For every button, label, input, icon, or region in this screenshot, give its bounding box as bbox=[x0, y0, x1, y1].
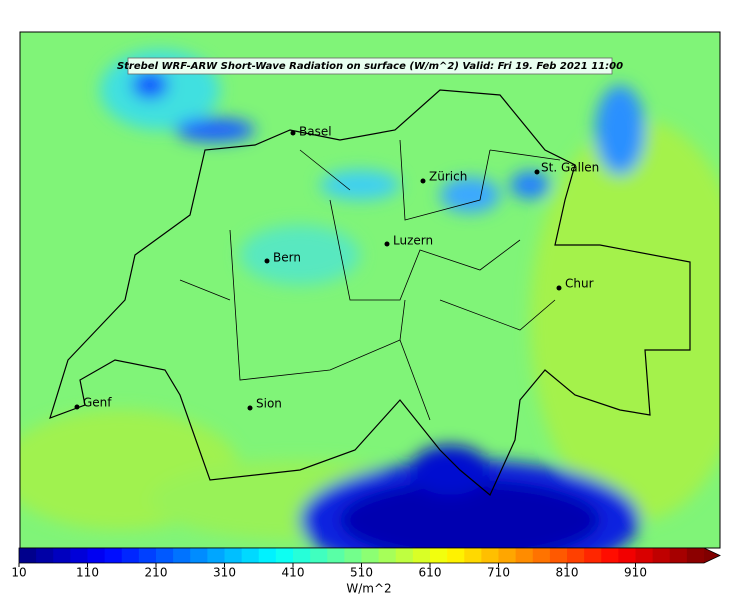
colorbar-segment bbox=[104, 548, 123, 563]
colorbar-segment bbox=[241, 548, 260, 563]
colorbar-label: W/m^2 bbox=[346, 582, 391, 596]
city-dot bbox=[264, 258, 270, 264]
colorbar-segment bbox=[549, 548, 568, 563]
colorbar-segment bbox=[156, 548, 174, 563]
colorbar-segment bbox=[327, 548, 345, 563]
colorbar-segment bbox=[447, 548, 465, 563]
colorbar-segment bbox=[70, 548, 88, 563]
colorbar-tick-label: 410 bbox=[282, 566, 305, 580]
colorbar-segment bbox=[652, 548, 671, 563]
colorbar-tick-label: 210 bbox=[145, 566, 168, 580]
colorbar-tick-label: 710 bbox=[487, 566, 510, 580]
colorbar-tick-label: 910 bbox=[624, 566, 647, 580]
colorbar-tick-label: 510 bbox=[350, 566, 373, 580]
city-dot bbox=[384, 241, 390, 247]
city-dot bbox=[420, 178, 426, 184]
city-label: Basel bbox=[299, 125, 332, 139]
colorbar-segment bbox=[138, 548, 157, 563]
colorbar-segment bbox=[53, 548, 71, 563]
colorbar-segment bbox=[686, 548, 705, 563]
colorbar-tick-label: 610 bbox=[419, 566, 442, 580]
colorbar-segment bbox=[669, 548, 688, 563]
colorbar-segment bbox=[567, 548, 585, 563]
colorbar-segment bbox=[224, 548, 243, 563]
colorbar-tick-label: 810 bbox=[556, 566, 579, 580]
colorbar-segment bbox=[121, 548, 140, 563]
city-label: Genf bbox=[83, 396, 112, 410]
colorbar-segment bbox=[430, 548, 448, 563]
colorbar-segment bbox=[310, 548, 328, 563]
title-box bbox=[127, 57, 613, 75]
colorbar-extension bbox=[704, 548, 720, 563]
city-dot bbox=[534, 169, 540, 175]
country-border bbox=[49, 89, 691, 496]
canton-borders bbox=[179, 139, 561, 421]
colorbar-segment bbox=[293, 548, 311, 563]
colorbar-segment bbox=[601, 548, 619, 563]
colorbar-segment bbox=[395, 548, 414, 563]
colorbar-segment bbox=[618, 548, 636, 563]
city-label: Chur bbox=[565, 277, 594, 291]
city-label: Zürich bbox=[429, 170, 467, 184]
colorbar-segment bbox=[190, 548, 208, 563]
colorbar-segment bbox=[361, 548, 380, 563]
map-title: Strebel WRF-ARW Short-Wave Radiation on … bbox=[117, 61, 623, 72]
colorbar-segment bbox=[498, 548, 517, 563]
radiation-field bbox=[20, 32, 720, 548]
city-label: St. Gallen bbox=[541, 161, 599, 175]
colorbar-tick-label: 110 bbox=[76, 566, 99, 580]
city-dot bbox=[74, 404, 80, 410]
colorbar-segment bbox=[515, 548, 534, 563]
city-label: Sion bbox=[256, 397, 282, 411]
city-label: Luzern bbox=[393, 234, 433, 248]
colorbar-segment bbox=[412, 548, 431, 563]
colorbar-segment bbox=[173, 548, 191, 563]
colorbar-segment bbox=[207, 548, 225, 563]
colorbar: 10 110 210 310 410 510 610 710 810 910 bbox=[11, 547, 721, 580]
colorbar-segment bbox=[19, 548, 37, 563]
city-dot bbox=[247, 405, 253, 411]
city-label: Bern bbox=[273, 251, 301, 265]
colorbar-segment bbox=[258, 548, 277, 563]
city-dot bbox=[290, 130, 296, 136]
colorbar-tick-label: 10 bbox=[11, 566, 26, 580]
colorbar-tick-label: 310 bbox=[213, 566, 236, 580]
colorbar-segment bbox=[584, 548, 602, 563]
colorbar-segment bbox=[36, 548, 54, 563]
colorbar-segment bbox=[275, 548, 294, 563]
colorbar-segment bbox=[464, 548, 482, 563]
colorbar-frame bbox=[18, 547, 721, 564]
colorbar-segment bbox=[344, 548, 362, 563]
colorbar-segment bbox=[481, 548, 499, 563]
colorbar-segment bbox=[378, 548, 397, 563]
colorbar-segment bbox=[532, 548, 551, 563]
colorbar-segment bbox=[87, 548, 106, 563]
cities: Basel Zürich St. Gallen Bern Luzern Chur… bbox=[74, 125, 599, 411]
colorbar-segment bbox=[635, 548, 654, 563]
city-dot bbox=[556, 285, 562, 291]
